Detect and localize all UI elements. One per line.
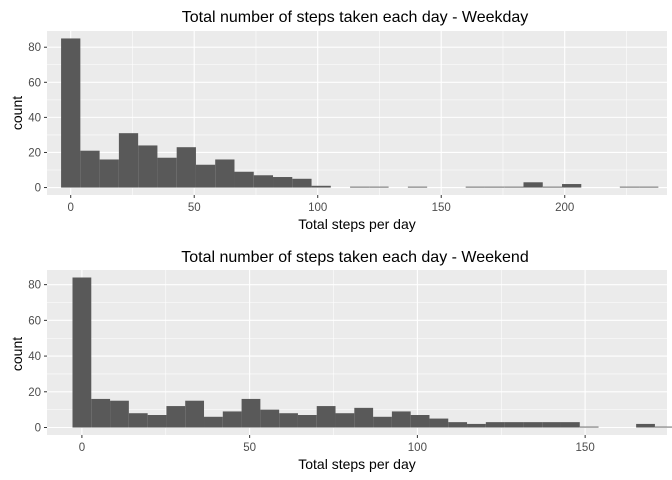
histogram-bar xyxy=(485,422,505,428)
plot-background xyxy=(47,270,667,435)
histogram-bar xyxy=(80,150,100,188)
y-tick-label: 40 xyxy=(28,112,41,124)
histogram-bar xyxy=(99,159,119,188)
histogram-bar xyxy=(654,426,672,428)
histogram-bar xyxy=(176,147,196,188)
histogram-bar xyxy=(138,145,158,188)
histogram-bar xyxy=(429,418,449,428)
histogram-bar xyxy=(350,186,370,188)
x-tick-label: 100 xyxy=(408,442,427,454)
chart-title: Total number of steps taken each day - W… xyxy=(182,9,529,26)
chart-title: Total number of steps taken each day - W… xyxy=(181,249,528,266)
histogram-bar xyxy=(195,164,216,188)
histogram-bar xyxy=(484,186,505,188)
histogram-bar xyxy=(185,400,205,428)
histogram-bar xyxy=(639,186,659,188)
x-axis-ticks: 0 50 100 150 xyxy=(79,435,595,454)
y-tick-label: 60 xyxy=(28,315,41,327)
histogram-bar xyxy=(636,423,655,428)
x-tick-label: 150 xyxy=(432,202,451,214)
histogram-bar xyxy=(118,133,139,188)
weekend-histogram: Total number of steps taken each day - W… xyxy=(9,249,672,472)
y-axis-label: count xyxy=(9,337,25,371)
bars xyxy=(61,38,659,188)
y-tick-label: 20 xyxy=(28,387,41,399)
histogram-bar xyxy=(504,186,524,188)
x-tick-label: 50 xyxy=(243,442,256,454)
y-axis-ticks: 0 20 40 60 80 xyxy=(28,42,47,195)
histogram-bar xyxy=(72,277,92,428)
bars xyxy=(72,277,672,428)
histogram-bar xyxy=(448,422,468,428)
histogram-bar xyxy=(91,398,111,428)
y-tick-label: 40 xyxy=(28,351,41,363)
histogram-bar xyxy=(147,415,167,428)
histogram-bar xyxy=(157,157,177,188)
y-tick-label: 0 xyxy=(35,183,41,195)
histogram-bar xyxy=(562,184,582,188)
histogram-bar xyxy=(253,175,274,188)
histogram-bar xyxy=(523,422,543,428)
y-tick-label: 80 xyxy=(28,280,41,292)
histogram-bar xyxy=(260,409,280,428)
x-axis-label: Total steps per day xyxy=(298,216,416,232)
histogram-bar xyxy=(110,400,129,428)
histogram-bar xyxy=(373,416,392,428)
y-axis-ticks: 0 20 40 60 80 xyxy=(28,280,47,435)
histogram-bar xyxy=(166,406,186,428)
histogram-bar xyxy=(542,186,563,188)
x-tick-label: 100 xyxy=(308,202,327,214)
histogram-bar xyxy=(215,159,235,188)
histogram-bar xyxy=(391,411,411,428)
histogram-bar xyxy=(523,182,543,188)
x-tick-label: 0 xyxy=(79,442,85,454)
histogram-bar xyxy=(61,38,81,188)
histogram-bar xyxy=(542,422,561,428)
histogram-bar xyxy=(335,413,355,428)
x-axis-ticks: 0 50 100 150 200 xyxy=(68,195,574,214)
histogram-bar xyxy=(273,177,293,188)
histogram-bar xyxy=(407,186,428,188)
histogram-bar xyxy=(204,416,223,428)
histogram-bar xyxy=(465,186,485,188)
histogram-bar xyxy=(234,171,254,188)
histogram-bar xyxy=(560,422,580,428)
histogram-bar xyxy=(504,422,524,428)
y-tick-label: 60 xyxy=(28,77,41,89)
y-axis-label: count xyxy=(9,96,25,130)
x-tick-label: 0 xyxy=(68,202,74,214)
histogram-bar xyxy=(297,415,317,428)
x-tick-label: 150 xyxy=(576,442,595,454)
histogram-bar xyxy=(311,185,331,188)
histogram-bar xyxy=(292,178,312,188)
histogram-bar xyxy=(279,413,298,428)
weekday-histogram: Total number of steps taken each day - W… xyxy=(9,9,667,232)
histogram-bar xyxy=(241,398,261,428)
x-tick-label: 50 xyxy=(188,202,201,214)
histogram-bar xyxy=(467,423,486,428)
histogram-bar xyxy=(619,186,640,188)
gridlines xyxy=(47,270,667,435)
histogram-bar xyxy=(354,407,374,428)
y-tick-label: 20 xyxy=(28,147,41,159)
histogram-bar xyxy=(128,413,148,428)
histogram-bar xyxy=(579,426,599,428)
y-tick-label: 80 xyxy=(28,42,41,54)
histogram-bar xyxy=(222,411,242,428)
histogram-bar xyxy=(369,186,389,188)
y-tick-label: 0 xyxy=(35,423,41,435)
x-axis-label: Total steps per day xyxy=(298,456,416,472)
histogram-bar xyxy=(410,415,430,428)
histogram-bar xyxy=(316,406,336,428)
x-tick-label: 200 xyxy=(555,202,574,214)
